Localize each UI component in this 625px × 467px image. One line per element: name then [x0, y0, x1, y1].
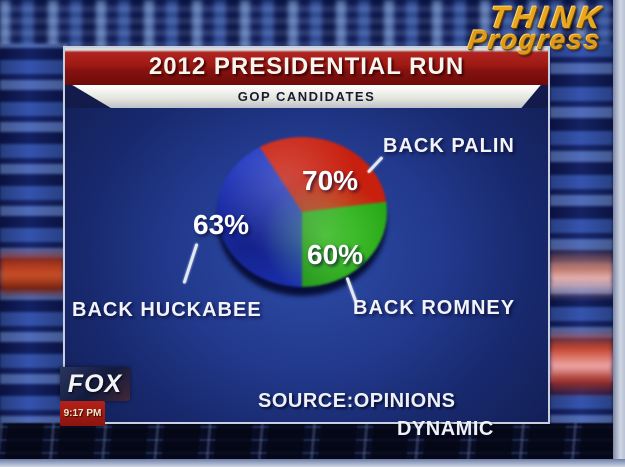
- watermark-line2: Progress: [466, 25, 604, 55]
- graphic-panel: 2012 PRESIDENTIAL RUN GOP CANDIDATES 70%…: [63, 46, 550, 440]
- studio-panel-left: [0, 44, 67, 426]
- subtitle-bar: GOP CANDIDATES: [72, 85, 541, 108]
- pie-chart-slices: [217, 137, 387, 287]
- studio-red-streak: [550, 328, 613, 398]
- romney-slice-label: BACK ROMNEY: [353, 297, 516, 319]
- panel-subtitle: GOP CANDIDATES: [237, 89, 376, 104]
- studio-video-wall-top: [0, 0, 625, 48]
- huckabee-callout-line: [182, 243, 199, 284]
- timestamp-text: 9:17 PM: [63, 408, 102, 419]
- video-frame-edge-right: [613, 0, 625, 467]
- source-text-line1: SOURCE:OPINIONS: [258, 390, 456, 412]
- timestamp-badge: 9:17 PM: [60, 401, 105, 426]
- studio-red-light-band: [0, 248, 64, 298]
- romney-percent-label: 60%: [307, 239, 364, 270]
- title-banner: 2012 PRESIDENTIAL RUN: [65, 48, 548, 85]
- pie-chart: [217, 137, 387, 296]
- subtitle-row: GOP CANDIDATES: [65, 85, 548, 108]
- huckabee-slice-label: BACK HUCKABEE: [72, 299, 262, 321]
- studio-panel-right: [550, 44, 613, 426]
- fox-logo-text: FOX: [67, 369, 123, 398]
- palin-percent-label: 70%: [302, 165, 359, 196]
- think-progress-watermark: THINK Progress: [466, 0, 607, 55]
- source-text-line2: DYNAMIC: [397, 418, 494, 440]
- fox-network-logo: FOX: [60, 367, 130, 401]
- palin-slice-label: BACK PALIN: [383, 135, 515, 157]
- studio-pink-streak: [550, 248, 613, 300]
- video-frame-edge-bottom: [0, 459, 625, 467]
- huckabee-percent-label: 63%: [193, 209, 250, 240]
- panel-title: 2012 PRESIDENTIAL RUN: [148, 52, 465, 80]
